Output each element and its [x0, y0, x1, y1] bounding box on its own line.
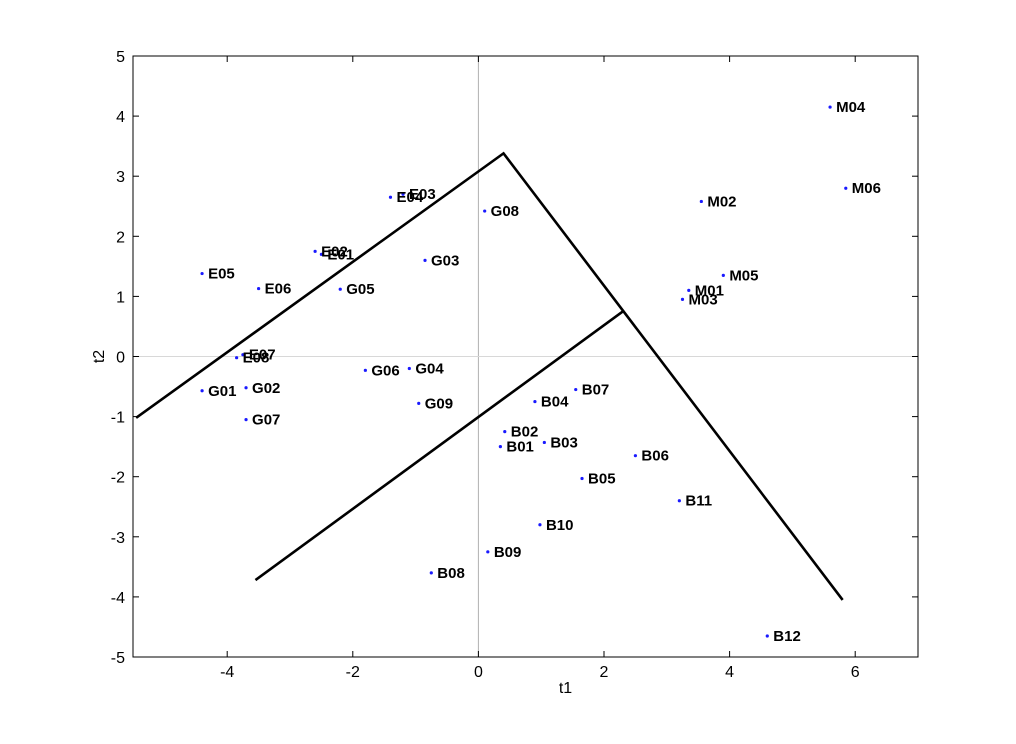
point-m01: [687, 288, 691, 292]
point-b03: [542, 440, 546, 445]
point-m03: [680, 297, 685, 302]
point-label-e01: E01: [327, 246, 354, 263]
x-tick-label: -4: [220, 664, 234, 681]
point-label-b01: B01: [506, 439, 534, 456]
point-label-b09: B09: [494, 544, 522, 561]
point-label-b07: B07: [582, 382, 610, 399]
x-tick-label: 6: [851, 664, 860, 681]
point-label-b06: B06: [641, 448, 669, 465]
boundary-line-1: [135, 151, 844, 601]
point-e08: [235, 356, 239, 360]
point-label-b10: B10: [546, 517, 574, 534]
point-label-e08: E08: [243, 350, 270, 367]
point-label-b12: B12: [773, 628, 801, 645]
x-tick-label: -2: [346, 664, 360, 681]
point-e03: [401, 192, 405, 196]
x-tick-label: 2: [600, 664, 609, 681]
point-label-b02: B02: [511, 424, 539, 441]
point-e02: [313, 249, 317, 253]
point-e04: [388, 195, 393, 199]
point-label-b05: B05: [588, 471, 616, 488]
point-label-m01: M01: [695, 282, 724, 299]
point-e06: [257, 286, 261, 291]
point-label-g04: G04: [415, 361, 444, 378]
point-label-b08: B08: [437, 565, 465, 582]
point-b01: [498, 445, 502, 449]
x-tick-label: 0: [474, 664, 483, 681]
y-tick-label: 3: [116, 169, 125, 186]
point-g02: [244, 386, 248, 390]
point-m06: [844, 186, 848, 190]
y-tick-label: -2: [111, 470, 125, 487]
point-label-m02: M02: [707, 193, 736, 210]
point-label-e06: E06: [265, 281, 292, 298]
point-b11: [677, 499, 681, 503]
boundary-lines: [135, 151, 844, 601]
point-m05: [721, 273, 725, 277]
y-tick-label: -3: [111, 530, 125, 547]
y-tick-label: 2: [116, 229, 125, 246]
point-g09: [417, 401, 421, 405]
point-b06: [633, 454, 638, 458]
point-g05: [338, 287, 342, 291]
point-label-e04: E04: [396, 189, 423, 206]
y-tick-label: 1: [116, 289, 125, 306]
point-label-g08: G08: [491, 203, 519, 220]
reference-lines: [133, 56, 918, 657]
point-label-b03: B03: [550, 434, 578, 451]
point-label-e03: E03: [409, 186, 436, 203]
point-b09: [486, 550, 490, 554]
point-e01: [319, 252, 323, 256]
point-label-e05: E05: [208, 266, 235, 283]
boundary-line-2: [254, 310, 624, 582]
point-b07: [574, 387, 578, 392]
axes: -4 -2 0 2 4 6 -5 -4 -3 -2 -1 0 1 2 3 4 5: [111, 49, 919, 681]
point-g03: [423, 258, 427, 262]
point-label-m04: M04: [836, 99, 866, 116]
point-label-g01: G01: [208, 383, 236, 400]
point-label-m05: M05: [729, 267, 758, 284]
point-b08: [429, 571, 433, 575]
point-g01: [200, 389, 204, 393]
point-label-b04: B04: [541, 394, 569, 411]
point-m02: [699, 199, 703, 204]
y-axis-label: t2: [91, 350, 108, 363]
point-label-g02: G02: [252, 380, 280, 397]
x-tick-label: 4: [725, 664, 734, 681]
point-b04: [533, 399, 537, 404]
point-label-m03: M03: [689, 291, 718, 308]
point-label-m06: M06: [852, 180, 881, 197]
point-label-g06: G06: [371, 362, 399, 379]
y-tick-label: -4: [111, 590, 125, 607]
x-axis-label: t1: [559, 680, 572, 697]
point-label-g03: G03: [431, 252, 459, 269]
point-e05: [200, 271, 204, 276]
y-tick-label: -5: [111, 650, 125, 667]
point-label-b11: B11: [685, 493, 712, 510]
point-g04: [407, 366, 411, 371]
y-tick-label: 5: [116, 49, 125, 66]
point-g07: [244, 418, 248, 422]
point-g06: [363, 368, 367, 372]
point-b10: [538, 523, 542, 527]
point-b02: [503, 430, 507, 434]
y-tick-label: 4: [116, 109, 125, 126]
point-e07: [241, 353, 245, 357]
y-tick-label: 0: [116, 350, 125, 367]
point-label-e02: E02: [321, 243, 348, 260]
point-label-g09: G09: [425, 395, 453, 412]
point-label-g07: G07: [252, 412, 280, 429]
point-label-g05: G05: [346, 281, 374, 298]
point-g08: [483, 209, 487, 213]
point-m04: [828, 105, 832, 109]
point-b05: [580, 476, 584, 481]
point-b12: [765, 634, 769, 638]
y-tick-label: -1: [111, 410, 125, 427]
point-label-e07: E07: [249, 347, 276, 364]
